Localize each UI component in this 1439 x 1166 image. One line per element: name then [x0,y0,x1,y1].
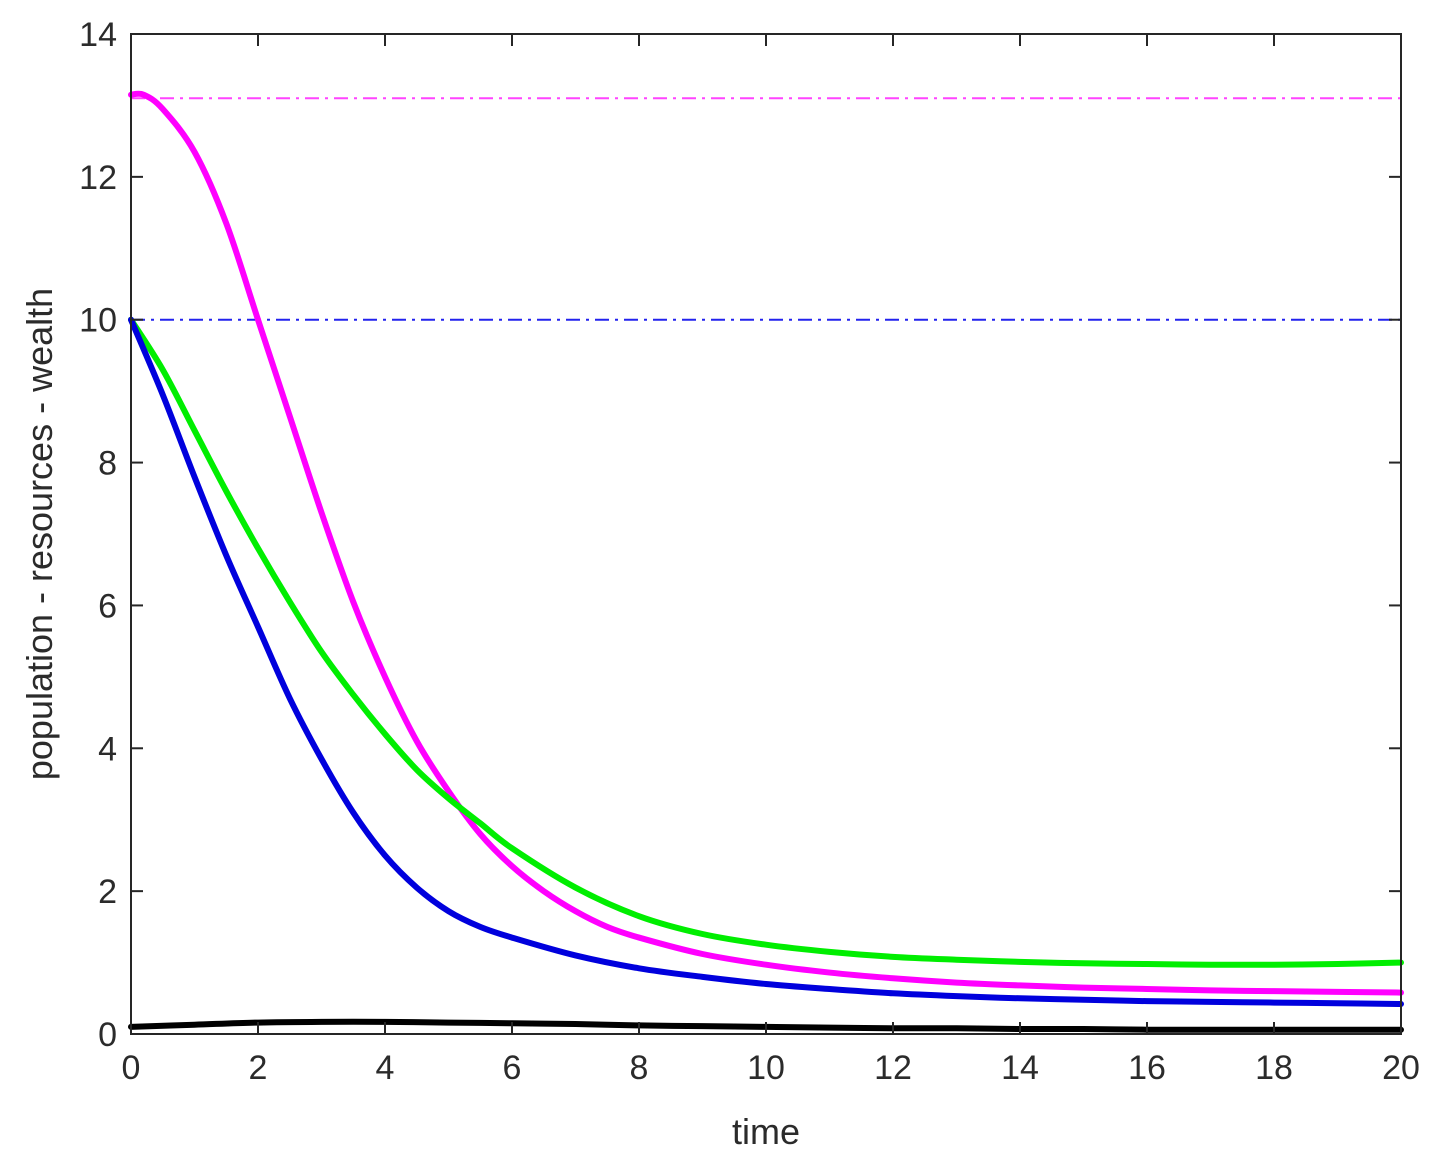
series-line-0 [128,90,1404,996]
x-tick-label-4: 8 [630,1049,649,1087]
tick-layer: 0 2 4 6 8 10 12 14 16 18 20 0 2 4 6 8 10 12 14 [79,16,1420,1087]
x-tick-label-6: 12 [874,1049,912,1087]
x-tick-label-2: 4 [376,1049,395,1087]
y-tick-label-6: 12 [79,159,117,197]
x-tick-label-1: 2 [249,1049,268,1087]
y-tick-label-3: 6 [98,587,117,625]
x-tick-label-0: 0 [122,1049,141,1087]
x-tick-label-9: 18 [1255,1049,1293,1087]
x-tick-label-10: 20 [1382,1049,1420,1087]
y-axis-label: population - resources - wealth [19,288,60,780]
x-tick-label-3: 6 [503,1049,522,1087]
y-tick-label-1: 2 [98,873,117,911]
x-axis-label: time [732,1111,800,1152]
y-tick-label-0: 0 [98,1016,117,1054]
y-tick-label-7: 14 [79,16,117,54]
y-tick-label-5: 10 [79,302,117,340]
x-tick-label-5: 10 [747,1049,785,1087]
y-tick-label-2: 4 [98,730,117,768]
x-tick-label-7: 14 [1001,1049,1039,1087]
x-tick-label-8: 16 [1128,1049,1166,1087]
y-tick-label-4: 8 [98,445,117,483]
series-line-2 [128,316,1404,1007]
series-line-1 [128,316,1404,968]
